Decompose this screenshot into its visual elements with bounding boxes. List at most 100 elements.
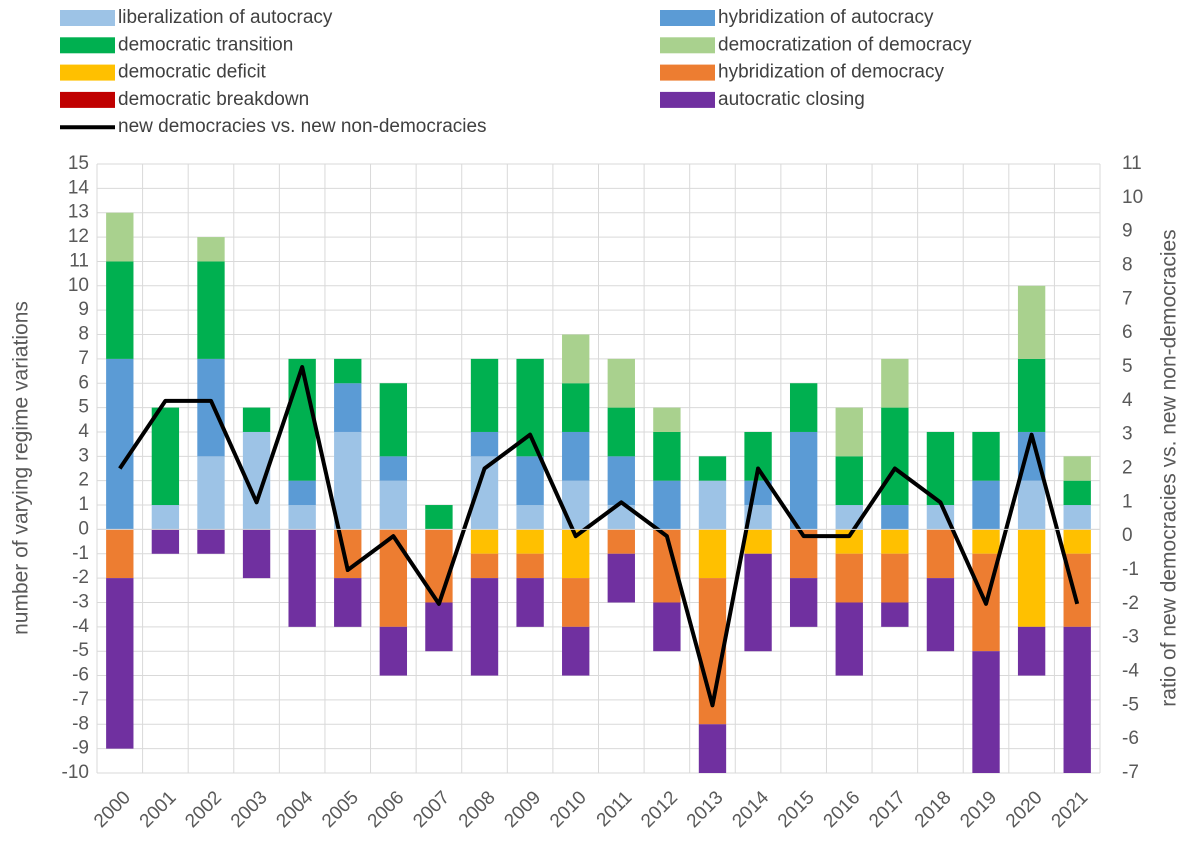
y-tick-label: -8: [72, 713, 89, 734]
x-tick-label: 2006: [364, 787, 409, 832]
bar: [379, 529, 408, 627]
bar: [197, 358, 225, 457]
bar: [926, 431, 955, 506]
y-tick-label: 5: [78, 397, 89, 418]
bar: [562, 431, 590, 481]
x-tick-label: 2011: [593, 787, 637, 831]
bar: [607, 358, 635, 408]
bar: [151, 505, 180, 530]
legend-swatch: [60, 10, 115, 26]
bar: [881, 553, 909, 603]
bar: [516, 505, 544, 530]
y2-tick-label: 1: [1122, 491, 1133, 512]
y-tick-label: 6: [78, 372, 89, 393]
legend-swatch: [60, 64, 115, 81]
x-tick-label: 2003: [227, 787, 272, 832]
bar: [334, 431, 362, 530]
y2-tick-label: 8: [1122, 255, 1133, 276]
x-tick-label: 2009: [500, 787, 545, 832]
y-tick-label: 1: [78, 494, 89, 515]
bar: [789, 383, 818, 432]
y2-tick-label: -7: [1122, 762, 1139, 783]
bar: [562, 578, 590, 627]
x-tick-label: 2016: [820, 787, 865, 832]
bar: [744, 529, 772, 554]
x-tick-label: 2000: [90, 787, 135, 832]
y-tick-label: 0: [78, 518, 89, 539]
bar: [106, 529, 134, 579]
bar: [698, 724, 727, 773]
bar: [516, 553, 544, 579]
line: [118, 365, 1080, 708]
bar: [926, 529, 955, 579]
bar: [106, 212, 134, 262]
x-tick-label: 2020: [1002, 787, 1047, 832]
x-tick-label: 2015: [774, 787, 819, 832]
y2-tick-label: -6: [1122, 728, 1139, 749]
bar: [106, 578, 134, 749]
bar: [835, 602, 863, 676]
y-axis-label: number of varying regime variations: [10, 301, 33, 635]
legend-swatch: [660, 91, 715, 108]
legend-label: autocratic closing: [718, 89, 865, 110]
bar: [1017, 358, 1046, 432]
bar: [197, 261, 225, 359]
bar: [151, 407, 180, 506]
bar: [1017, 529, 1046, 627]
y2-tick-label: -1: [1122, 559, 1139, 580]
bar: [288, 480, 316, 506]
bar: [288, 529, 316, 627]
y-tick-label: 3: [78, 445, 89, 466]
bar: [744, 553, 772, 652]
bar: [562, 334, 590, 384]
legend-swatch: [60, 91, 115, 108]
y-tick-label: -6: [72, 665, 89, 686]
bar: [562, 383, 590, 432]
bar: [379, 626, 408, 676]
bar: [698, 529, 727, 579]
y-tick-label: 4: [78, 421, 89, 442]
bar: [197, 456, 225, 530]
bar: [972, 480, 1000, 530]
y-tick-label: -4: [72, 616, 89, 637]
bar: [470, 553, 499, 579]
bar: [562, 480, 590, 530]
y-tick-label: 15: [68, 153, 89, 174]
bar: [562, 626, 590, 676]
x-tick-label: 2001: [136, 787, 181, 832]
y2-tick-label: 9: [1122, 221, 1133, 242]
bar: [698, 456, 727, 481]
y-tick-label: 10: [68, 275, 89, 296]
bar: [881, 505, 909, 530]
bar: [1063, 505, 1091, 530]
legend-label: democratic breakdown: [118, 89, 309, 110]
y-tick-label: -9: [72, 738, 89, 759]
y2-tick-label: 6: [1122, 322, 1133, 343]
bar: [516, 529, 544, 554]
y2-tick-label: 5: [1122, 356, 1133, 377]
bar: [334, 578, 362, 627]
y-tick-label: 14: [68, 177, 90, 198]
bar: [334, 383, 362, 432]
x-tick-label: 2019: [956, 787, 1001, 832]
y-tick-label: -7: [72, 689, 89, 710]
bar: [653, 407, 681, 432]
legend-swatch: [660, 64, 715, 81]
y-tick-label: 2: [78, 470, 89, 491]
y2-tick-label: -4: [1122, 661, 1139, 682]
bar: [653, 480, 681, 530]
legend-label: democratization of democracy: [718, 34, 972, 55]
bar: [972, 431, 1000, 481]
legend-label: new democracies vs. new non-democracies: [118, 116, 487, 137]
bar: [1017, 480, 1046, 530]
x-tick-label: 2008: [455, 787, 500, 832]
y2-tick-label: -5: [1122, 694, 1139, 715]
x-tick-label: 2010: [546, 787, 591, 832]
bar: [516, 456, 544, 506]
y2-tick-label: -2: [1122, 593, 1139, 614]
bar: [516, 578, 544, 627]
bar: [835, 407, 863, 457]
y2-tick-label: 2: [1122, 458, 1133, 479]
x-tick-label: 2002: [181, 787, 226, 832]
